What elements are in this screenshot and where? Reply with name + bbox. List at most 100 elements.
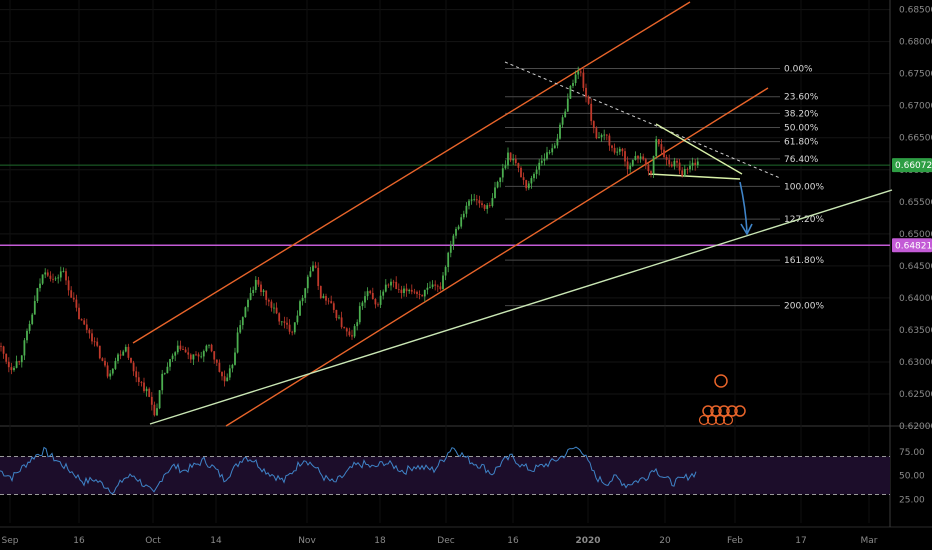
candle-body bbox=[544, 159, 546, 161]
candle-body bbox=[375, 299, 377, 304]
candle-body bbox=[416, 292, 418, 294]
candle-body bbox=[460, 217, 462, 226]
candle-body bbox=[325, 296, 327, 301]
candle-body bbox=[640, 156, 642, 158]
candle-body bbox=[125, 347, 127, 352]
candle-body bbox=[510, 153, 512, 161]
candle-body bbox=[466, 206, 468, 214]
candle-body bbox=[689, 166, 691, 170]
candle-body bbox=[120, 354, 122, 355]
candle-body bbox=[502, 168, 504, 177]
candle-body bbox=[557, 139, 559, 146]
rsi-tick-label: 75.00 bbox=[899, 448, 925, 458]
candle-body bbox=[637, 156, 639, 158]
candle-body bbox=[468, 201, 470, 206]
candle-body bbox=[50, 276, 52, 279]
candle-body bbox=[232, 365, 234, 368]
candle-body bbox=[354, 326, 356, 336]
candle-body bbox=[333, 303, 335, 310]
candle-body bbox=[616, 152, 618, 153]
candle-body bbox=[164, 373, 166, 374]
candle-body bbox=[328, 301, 330, 302]
candle-body bbox=[440, 286, 442, 289]
candle-body bbox=[42, 274, 44, 283]
candle-body bbox=[156, 408, 158, 415]
candle-body bbox=[536, 170, 538, 174]
time-tick-label: Dec bbox=[437, 536, 454, 546]
candle-body bbox=[148, 389, 150, 397]
candle-body bbox=[622, 149, 624, 151]
candle-body bbox=[471, 199, 473, 200]
candle-body bbox=[289, 325, 291, 332]
candle-body bbox=[154, 405, 156, 415]
candle-body bbox=[551, 148, 553, 152]
candle-body bbox=[356, 322, 358, 326]
candle-body bbox=[271, 302, 273, 308]
candle-body bbox=[247, 300, 249, 307]
candle-body bbox=[437, 286, 439, 287]
candle-body bbox=[76, 300, 78, 308]
candle-body bbox=[341, 317, 343, 327]
candle-body bbox=[221, 372, 223, 376]
candle-body bbox=[128, 347, 130, 358]
price-tick-label: 0.65500 bbox=[899, 198, 932, 208]
candle-body bbox=[312, 265, 314, 271]
candle-body bbox=[421, 295, 423, 297]
candle-body bbox=[151, 397, 153, 405]
support-level-badge-label: 0.64821 bbox=[895, 241, 932, 251]
candle-body bbox=[13, 368, 15, 370]
fib-level-label: 61.80% bbox=[784, 138, 819, 148]
candle-body bbox=[284, 321, 286, 322]
candle-body bbox=[294, 322, 296, 332]
candle-body bbox=[278, 313, 280, 321]
candle-body bbox=[81, 319, 83, 320]
candle-body bbox=[666, 157, 668, 160]
candle-body bbox=[268, 300, 270, 302]
candle-body bbox=[377, 304, 379, 305]
candle-body bbox=[554, 146, 556, 149]
candle-body bbox=[198, 354, 200, 356]
candle-body bbox=[57, 277, 59, 278]
fib-level-label: 38.20% bbox=[784, 109, 819, 119]
time-tick-label: 17 bbox=[795, 536, 806, 546]
candle-body bbox=[546, 152, 548, 158]
candle-body bbox=[299, 301, 301, 315]
candle-body bbox=[133, 363, 135, 372]
candle-body bbox=[372, 293, 374, 299]
candle-body bbox=[476, 199, 478, 200]
candle-body bbox=[31, 315, 33, 324]
candle-body bbox=[489, 205, 491, 206]
candle-body bbox=[518, 163, 520, 168]
candle-body bbox=[8, 362, 10, 367]
candle-body bbox=[697, 161, 699, 165]
candle-body bbox=[91, 333, 93, 341]
candle-body bbox=[497, 182, 499, 187]
candle-body bbox=[406, 289, 408, 292]
candle-body bbox=[78, 308, 80, 319]
candle-body bbox=[320, 286, 322, 298]
candle-body bbox=[307, 277, 309, 289]
candle-body bbox=[570, 86, 572, 99]
candle-body bbox=[632, 160, 634, 166]
candle-body bbox=[687, 169, 689, 170]
candle-body bbox=[541, 161, 543, 163]
candle-body bbox=[73, 298, 75, 300]
candle-body bbox=[549, 152, 551, 153]
candle-body bbox=[588, 97, 590, 104]
candle-body bbox=[190, 355, 192, 360]
candle-body bbox=[382, 292, 384, 296]
candle-body bbox=[159, 390, 161, 408]
candle-body bbox=[216, 360, 218, 363]
candle-body bbox=[112, 369, 114, 374]
candle-body bbox=[403, 289, 405, 293]
candle-body bbox=[60, 271, 62, 277]
candle-body bbox=[385, 285, 387, 292]
candle-body bbox=[161, 374, 163, 390]
candle-body bbox=[63, 271, 65, 272]
candle-body bbox=[146, 389, 148, 391]
candle-body bbox=[304, 288, 306, 298]
candle-body bbox=[252, 290, 254, 293]
candle-body bbox=[564, 111, 566, 117]
